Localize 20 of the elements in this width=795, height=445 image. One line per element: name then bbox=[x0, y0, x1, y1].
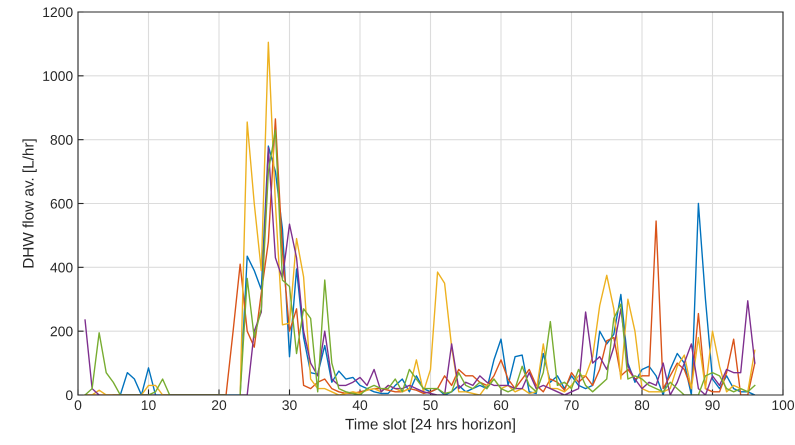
x-tick-label: 80 bbox=[634, 400, 650, 410]
y-axis-title: DHW flow av. [L/hr] bbox=[22, 139, 37, 268]
x-tick-label: 70 bbox=[564, 400, 579, 410]
x-tick-label: 0 bbox=[74, 400, 82, 410]
x-tick-label: 10 bbox=[142, 400, 156, 410]
y-tick-label: 1200 bbox=[43, 7, 73, 18]
y-tick-label: 0 bbox=[66, 390, 73, 400]
y-tick-label: 400 bbox=[50, 262, 73, 273]
x-tick-label: 40 bbox=[352, 400, 368, 410]
y-tick-label: 200 bbox=[50, 326, 73, 336]
x-tick-label: 90 bbox=[705, 400, 720, 410]
x-tick-label: 60 bbox=[494, 400, 508, 410]
y-tick-label: 800 bbox=[50, 135, 73, 145]
x-tick-label: 100 bbox=[772, 400, 794, 410]
x-axis-title: Time slot [24 hrs horizon] bbox=[345, 418, 515, 433]
y-tick-label: 1000 bbox=[43, 71, 73, 82]
x-tick-label: 20 bbox=[212, 400, 226, 410]
x-tick-label: 50 bbox=[423, 400, 438, 410]
x-tick-label: 30 bbox=[282, 400, 297, 410]
y-tick-label: 600 bbox=[50, 198, 73, 209]
